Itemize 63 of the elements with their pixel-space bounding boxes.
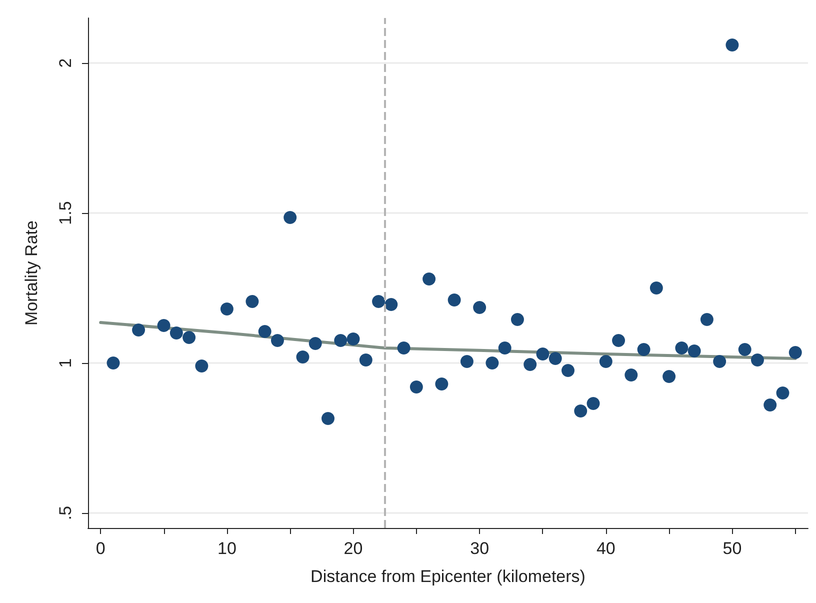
point [675,342,688,354]
point [599,355,612,368]
point [612,334,626,347]
point [764,398,777,412]
point [750,354,764,366]
point [157,319,170,332]
point [562,364,574,377]
point [524,358,537,371]
point [410,380,423,394]
point [322,412,334,425]
point [688,344,701,358]
point [586,397,600,410]
point [397,342,410,354]
y-axis-title: Mortality Rate [22,220,41,326]
point [776,386,790,400]
point [574,404,588,418]
point [220,302,234,316]
x-tick-label: 10 [217,539,236,558]
point [536,348,550,360]
point [346,332,360,346]
point [132,324,146,336]
point [106,356,120,370]
point [738,343,752,356]
point [182,331,196,344]
point [359,354,372,366]
point [650,282,663,294]
x-tick-label: 40 [596,539,616,558]
point [296,350,310,364]
point [258,325,272,338]
point [726,38,739,52]
point [713,355,726,368]
x-tick-label: 50 [722,539,742,558]
point [384,298,398,311]
x-tick-label: 30 [470,539,490,558]
y-tick-label: 2 [56,58,75,68]
point [510,313,524,326]
x-axis-title: Distance from Epicenter (kilometers) [310,567,586,586]
point [548,352,562,365]
point [788,346,802,359]
y-tick-label: .5 [56,506,75,520]
point [284,211,297,224]
point [372,295,386,308]
point [486,356,499,370]
point [498,342,512,354]
point [422,272,436,286]
point [662,370,676,383]
point [308,337,322,350]
point [334,334,348,347]
y-tick-label: 1.5 [56,201,75,225]
point [448,294,461,306]
point [170,326,183,340]
point [637,343,650,356]
point [624,368,638,382]
y-tick-label: 1 [56,358,75,368]
point [195,360,208,372]
point [473,301,486,314]
x-tick-label: 0 [96,539,106,558]
point [460,355,474,368]
point [435,378,448,390]
x-tick-label: 20 [344,539,363,558]
point [700,313,714,326]
point [246,295,259,308]
point [270,334,284,347]
